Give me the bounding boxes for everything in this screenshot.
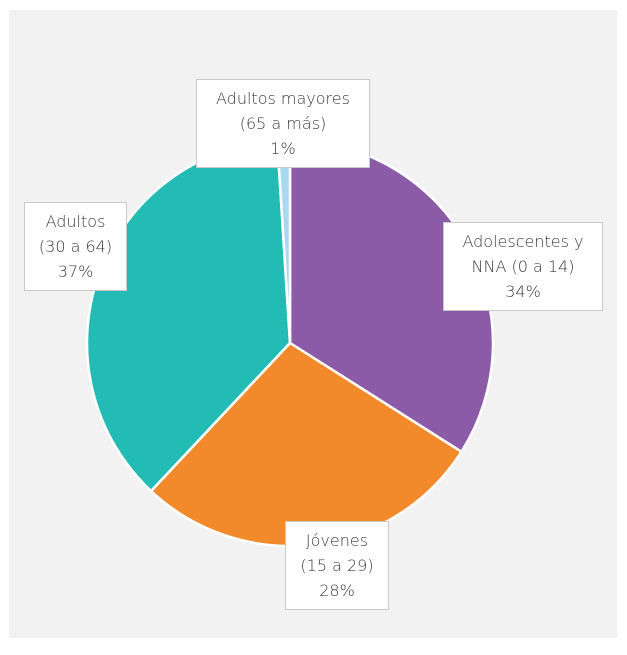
- category-name: Adultos mayores (65 a más): [216, 89, 350, 133]
- slice-label: Adultos mayores (65 a más) 1%: [196, 79, 370, 168]
- value-label: 28%: [319, 581, 355, 600]
- slice-label: Jóvenes (15 a 29) 28%: [285, 521, 389, 610]
- value-label: 37%: [57, 262, 94, 281]
- slice-label: Adultos (30 a 64) 37%: [24, 202, 127, 291]
- category-name: Adolescentes y NNA (0 a 14): [462, 232, 584, 276]
- category-name: Jóvenes (15 a 29): [300, 531, 374, 575]
- value-label: 1%: [270, 139, 296, 158]
- slice-label: Adolescentes y NNA (0 a 14) 34%: [443, 222, 603, 311]
- value-label: 34%: [505, 282, 541, 301]
- category-name: Adultos (30 a 64): [38, 212, 113, 256]
